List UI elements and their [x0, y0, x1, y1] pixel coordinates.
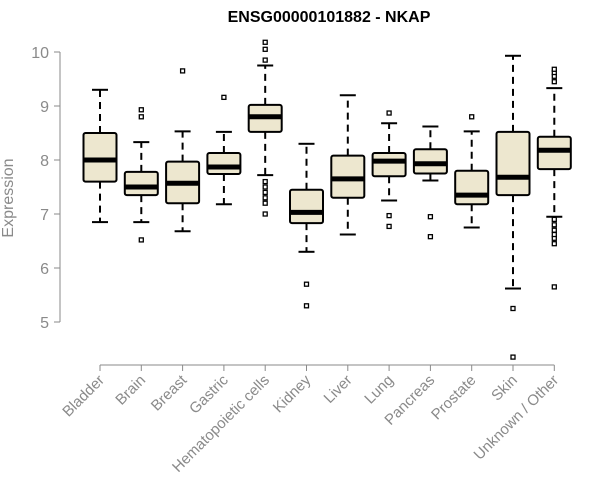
box-kidney	[289, 142, 324, 309]
y-axis: 5 6 7 8 9 10	[31, 45, 61, 332]
outlier-point	[262, 178, 268, 185]
outlier-point	[303, 303, 310, 309]
outlier-point	[551, 79, 557, 85]
outlier-point	[179, 68, 186, 74]
x-tick-label: Prostate	[428, 372, 480, 424]
y-tick-label: 9	[40, 99, 49, 116]
outlier-point	[510, 305, 516, 312]
outlier-point	[303, 281, 310, 287]
box-rect	[206, 151, 242, 176]
outlier-point	[138, 114, 144, 120]
x-tick-label: Kidney	[270, 371, 315, 416]
box-rect	[123, 170, 159, 197]
box-rect	[536, 135, 572, 171]
x-tick-label: Breast	[148, 371, 191, 414]
outlier-point	[427, 234, 434, 240]
box-rect	[82, 132, 118, 183]
box-unknown-other	[536, 66, 572, 290]
outlier-point	[551, 222, 557, 228]
outlier-point	[138, 237, 144, 243]
y-tick-label: 5	[40, 315, 49, 332]
y-axis-label: Expression	[0, 158, 17, 237]
outlier-point	[262, 39, 268, 45]
box-rect	[289, 188, 324, 225]
outlier-point	[386, 110, 392, 116]
boxes-group	[82, 39, 572, 360]
x-tick-label: Lung	[361, 372, 397, 408]
box-lung	[371, 110, 407, 230]
outlier-point	[386, 223, 392, 230]
box-hematopoietic-cells	[247, 39, 283, 217]
box-bladder	[82, 88, 118, 224]
outlier-point	[138, 107, 144, 113]
outlier-point	[262, 189, 268, 196]
x-tick-label: Liver	[321, 372, 356, 407]
x-tick-label: Brain	[112, 372, 149, 409]
outlier-point	[551, 241, 557, 247]
x-tick-label: Bladder	[59, 372, 108, 421]
outlier-point	[221, 94, 227, 101]
box-brain	[123, 107, 159, 243]
outlier-point	[262, 184, 268, 190]
outlier-point	[551, 284, 557, 290]
chart-title: ENSG00000101882 - NKAP	[228, 9, 431, 26]
box-breast	[165, 68, 201, 233]
y-tick-label: 8	[40, 153, 49, 170]
outlier-point	[262, 200, 268, 206]
y-tick-label: 7	[40, 207, 49, 224]
box-skin	[495, 54, 531, 360]
box-rect	[454, 169, 490, 206]
outlier-point	[427, 214, 434, 220]
y-tick-label: 10	[31, 45, 49, 62]
box-pancreas	[412, 125, 448, 240]
outlier-point	[551, 227, 557, 233]
box-rect	[371, 151, 407, 178]
box-liver	[330, 94, 366, 236]
box-prostate	[454, 114, 490, 229]
outlier-point	[551, 66, 557, 72]
outlier-point	[262, 57, 268, 63]
x-tick-label: Skin	[488, 372, 521, 405]
outlier-point	[262, 211, 268, 217]
outlier-point	[510, 354, 516, 360]
outlier-point	[262, 46, 268, 52]
box-rect	[495, 130, 531, 197]
box-gastric	[206, 94, 242, 206]
outlier-point	[551, 216, 557, 223]
y-tick-label: 6	[40, 261, 49, 278]
outlier-point	[551, 231, 557, 238]
outlier-point	[386, 212, 392, 219]
outlier-point	[262, 195, 268, 201]
outlier-point	[469, 114, 475, 120]
